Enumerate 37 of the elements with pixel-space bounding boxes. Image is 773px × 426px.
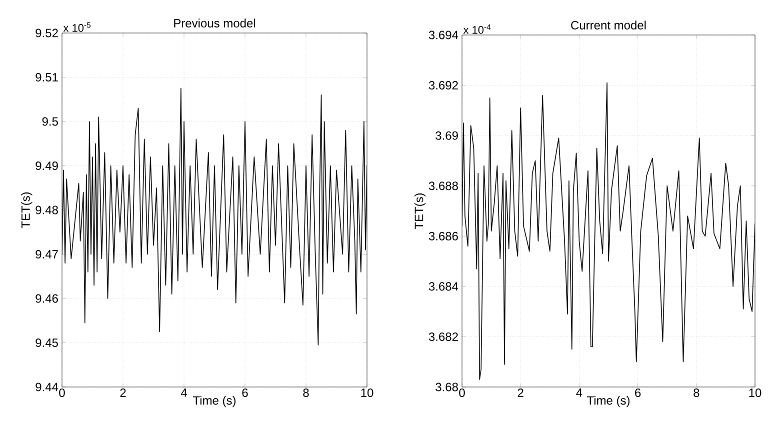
x-tick-label: 4: [180, 388, 187, 397]
x-axis-title: Time (s): [192, 396, 236, 408]
x-tick-label: 6: [242, 388, 248, 398]
y-tick-label: 3.684: [428, 282, 458, 291]
x-tick-label: 2: [120, 388, 126, 397]
y-tick-label: 9.47: [36, 250, 58, 258]
y-tick-label: 9.52: [36, 28, 58, 38]
y-tick-label: 9.45: [36, 338, 58, 347]
y-tick-label: 3.686: [428, 232, 458, 240]
y-tick-label: 3.68: [436, 382, 458, 392]
y-tick-label: 9.48: [36, 206, 58, 214]
y-tick-label: 3.694: [428, 30, 458, 40]
y-tick-label: 3.69: [436, 131, 458, 140]
x-tick-label: 0: [59, 388, 65, 398]
x-tick-label: 0: [459, 388, 465, 398]
y-tick-label: 9.44: [36, 382, 58, 392]
y-tick-label: 9.5: [42, 117, 58, 126]
x-tick-label: 2: [518, 388, 524, 397]
y-tick-label: 9.49: [36, 162, 58, 170]
x-tick-label: 8: [694, 388, 700, 398]
x-axis-title: Time (s): [587, 396, 630, 408]
x-tick-label: 4: [576, 388, 582, 397]
y-tick-label: 3.682: [428, 332, 458, 341]
x-tick-label: 6: [635, 388, 641, 398]
y-tick-label: 3.688: [428, 182, 458, 190]
text: x 10$^{-5}$: [63, 22, 91, 32]
text: x 10$^{-4}$: [463, 24, 491, 34]
y-tick-label: 3.692: [428, 81, 458, 90]
chart-title: Current model: [571, 20, 646, 30]
x-tick-label: 10: [749, 388, 762, 398]
y-axis-title: TET(s): [414, 193, 426, 230]
x-tick-label: 10: [361, 388, 374, 398]
y-tick-label: 9.46: [36, 294, 58, 303]
x-tick-label: 8: [303, 388, 309, 398]
y-tick-label: 9.51: [36, 73, 58, 82]
chart-title: Previous model: [174, 18, 256, 28]
y-axis-title: TET(s): [21, 192, 32, 228]
